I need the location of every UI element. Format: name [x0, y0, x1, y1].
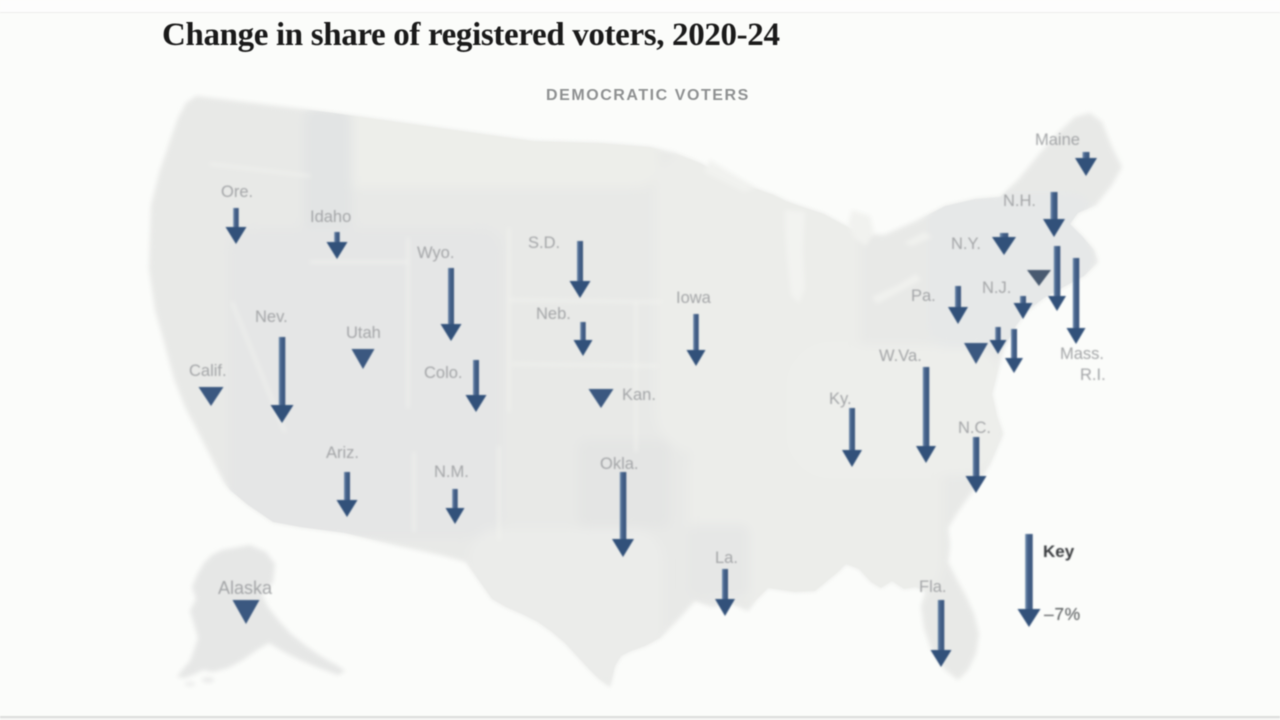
svg-text:Key: Key [1043, 542, 1075, 561]
svg-text:Maine: Maine [1035, 131, 1080, 149]
svg-text:Neb.: Neb. [536, 305, 571, 323]
svg-text:Ariz.: Ariz. [326, 444, 359, 462]
svg-text:Okla.: Okla. [600, 455, 639, 473]
svg-text:N.M.: N.M. [434, 463, 469, 481]
svg-text:Pa.: Pa. [911, 287, 936, 305]
svg-text:La.: La. [715, 549, 738, 567]
svg-text:Fla.: Fla. [919, 578, 947, 596]
svg-text:N.Y.: N.Y. [951, 235, 981, 253]
svg-text:Colo.: Colo. [424, 364, 463, 382]
svg-text:W.Va.: W.Va. [879, 347, 922, 365]
svg-text:R.I.: R.I. [1080, 366, 1106, 384]
svg-text:N.H.: N.H. [1003, 192, 1036, 210]
svg-text:N.C.: N.C. [958, 419, 991, 437]
svg-text:Idaho: Idaho [310, 208, 351, 226]
svg-text:Alaska: Alaska [218, 578, 273, 598]
svg-text:Kan.: Kan. [622, 386, 656, 404]
svg-text:Nev.: Nev. [255, 308, 288, 326]
svg-text:Ore.: Ore. [221, 183, 253, 201]
svg-text:N.J.: N.J. [982, 279, 1011, 297]
svg-text:Ky.: Ky. [829, 390, 852, 408]
svg-text:S.D.: S.D. [528, 234, 560, 252]
svg-text:Calif.: Calif. [189, 362, 227, 380]
svg-text:Wyo.: Wyo. [417, 244, 454, 262]
svg-text:Mass.: Mass. [1060, 345, 1104, 363]
svg-text:–7%: –7% [1044, 604, 1081, 624]
svg-text:Iowa: Iowa [676, 289, 712, 307]
svg-text:Utah: Utah [346, 324, 381, 342]
